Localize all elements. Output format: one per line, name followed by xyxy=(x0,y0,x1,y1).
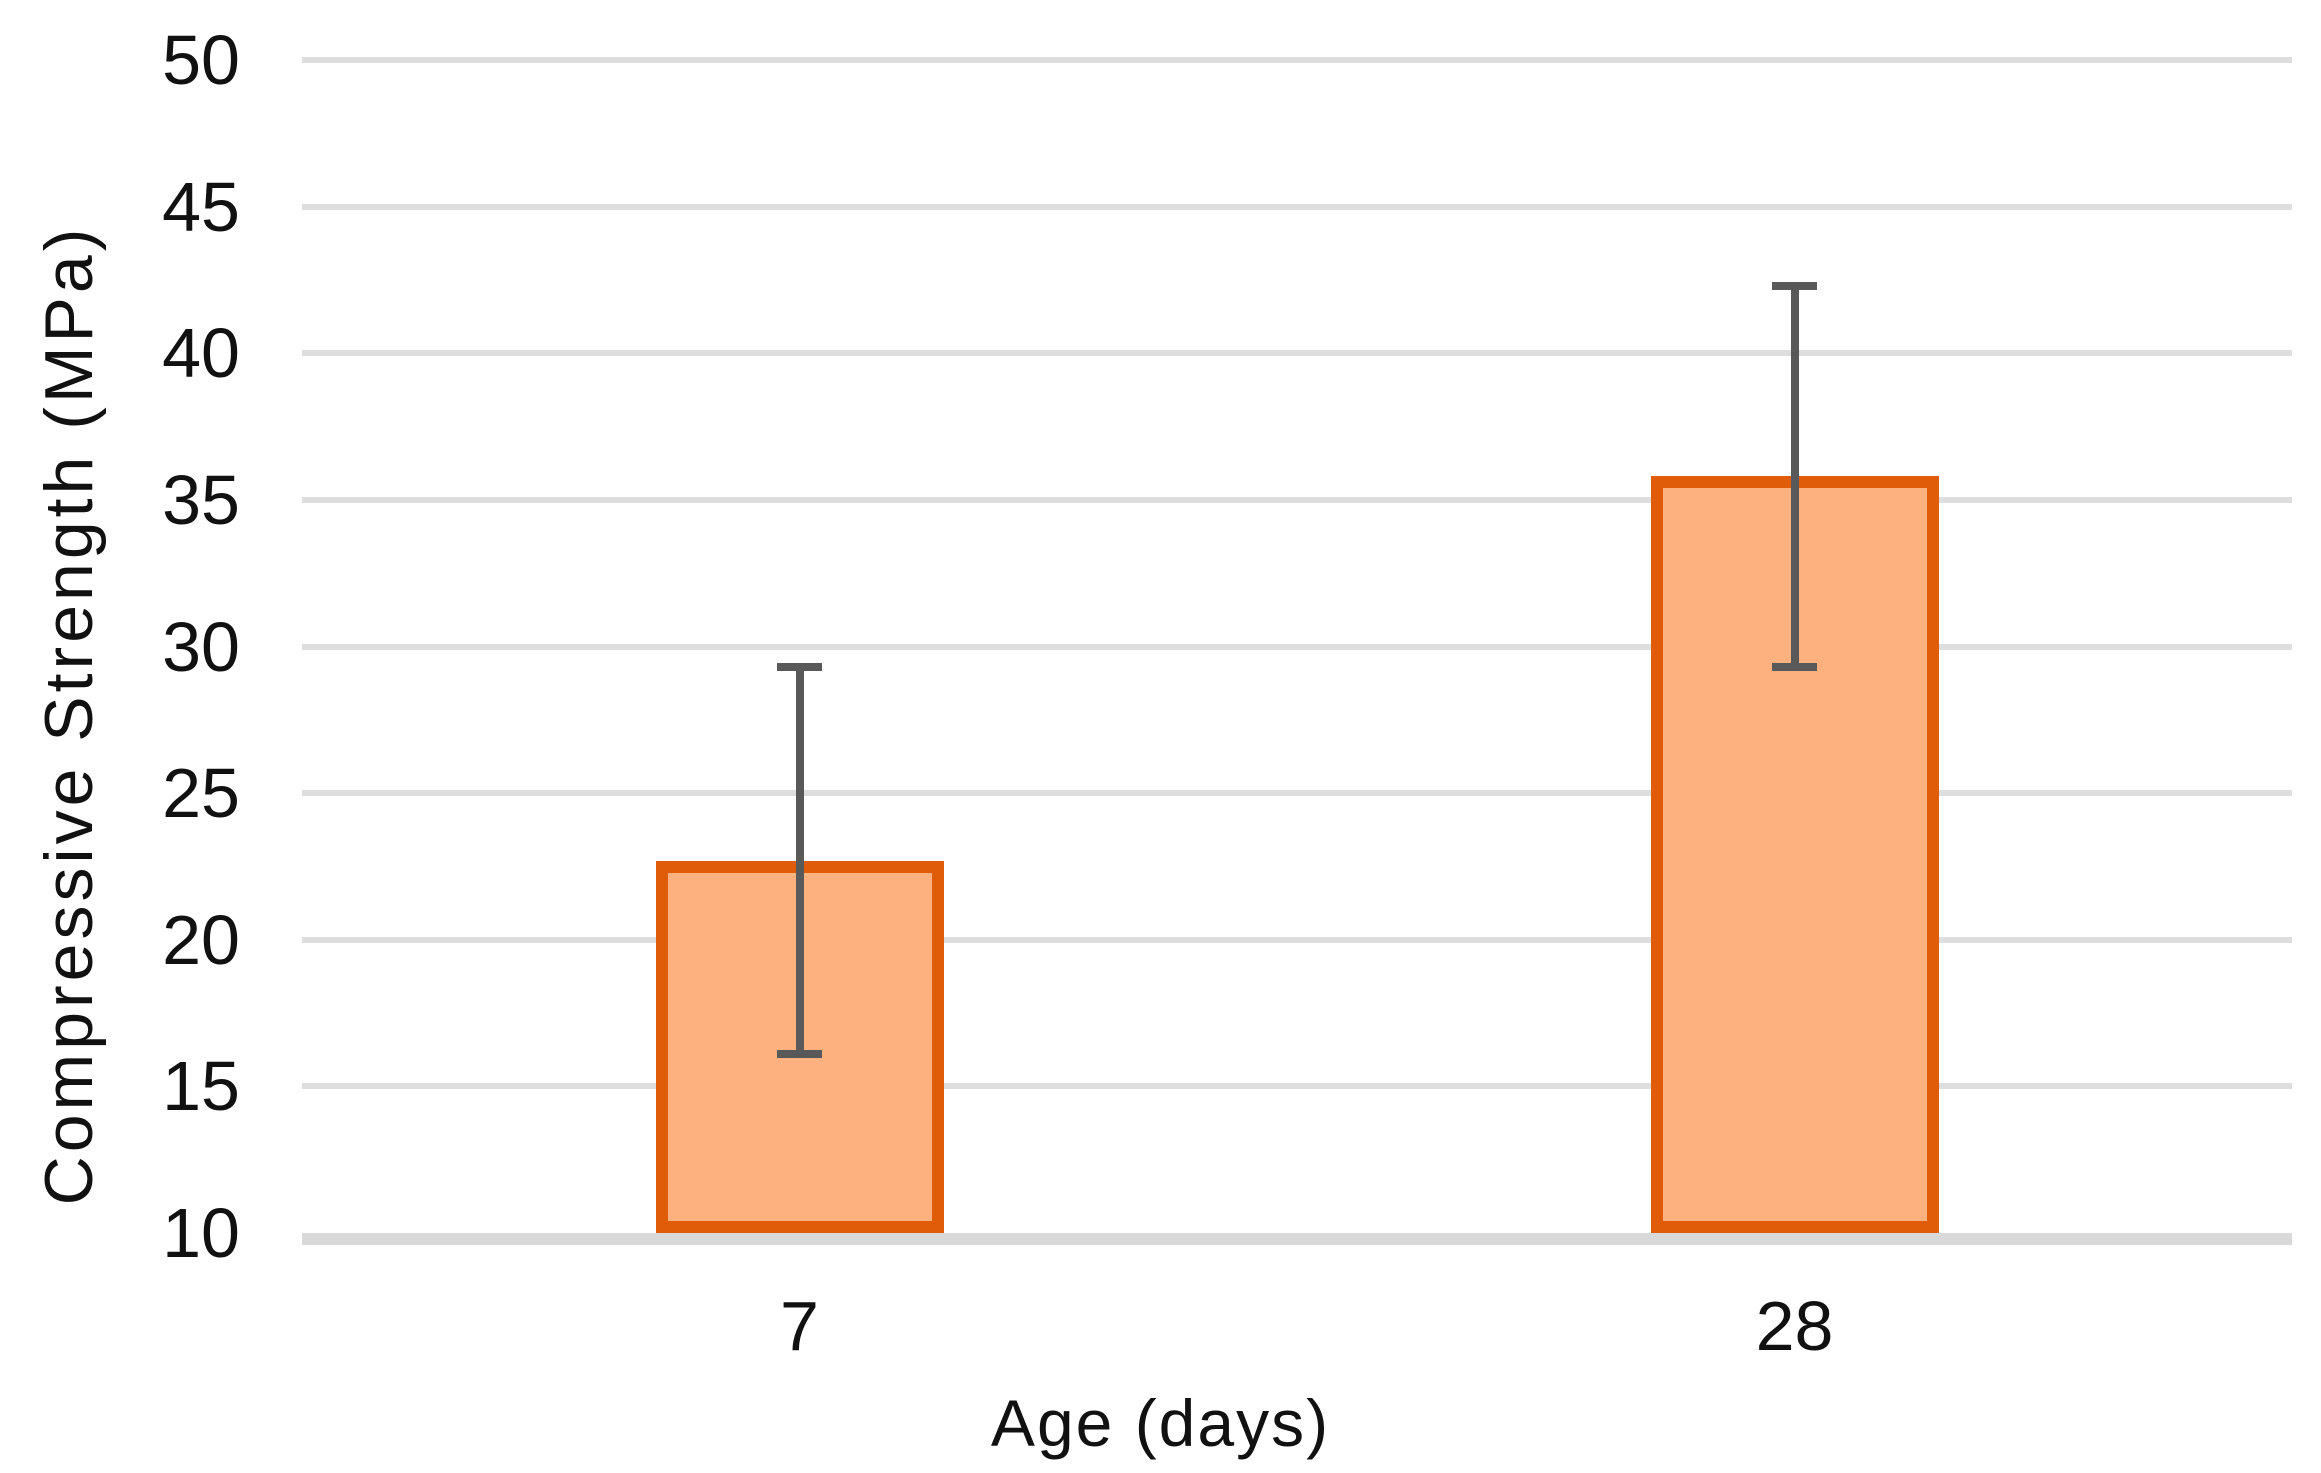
error-bar-line xyxy=(1790,285,1799,668)
y-gridline xyxy=(302,496,2292,503)
x-axis-title: Age (days) xyxy=(990,1386,1331,1460)
x-axis-line xyxy=(302,1233,2292,1245)
y-tick-label: 30 xyxy=(162,607,240,686)
error-bar-line xyxy=(795,667,804,1055)
y-tick-label: 45 xyxy=(162,167,240,246)
x-tick-label: 28 xyxy=(1755,1287,1834,1365)
y-tick-label: 15 xyxy=(162,1047,240,1126)
y-gridline xyxy=(302,57,2292,63)
y-tick-label: 40 xyxy=(162,314,240,393)
y-gridline xyxy=(302,350,2292,357)
y-gridline xyxy=(302,203,2292,210)
error-bar-cap-top xyxy=(1772,281,1817,290)
y-tick-label: 10 xyxy=(162,1194,240,1272)
y-tick-label: 25 xyxy=(162,754,240,833)
error-bar-cap-bottom xyxy=(777,1050,822,1059)
y-tick-label: 35 xyxy=(162,460,240,539)
error-bar-cap-top xyxy=(777,663,822,672)
y-gridline xyxy=(302,790,2292,797)
y-tick-label: 20 xyxy=(162,900,240,979)
x-tick-label: 7 xyxy=(780,1287,819,1365)
y-gridline xyxy=(302,643,2292,650)
y-tick-label: 50 xyxy=(162,21,240,99)
y-gridline xyxy=(302,936,2292,943)
y-gridline xyxy=(302,1083,2292,1090)
error-bar-cap-bottom xyxy=(1772,663,1817,672)
